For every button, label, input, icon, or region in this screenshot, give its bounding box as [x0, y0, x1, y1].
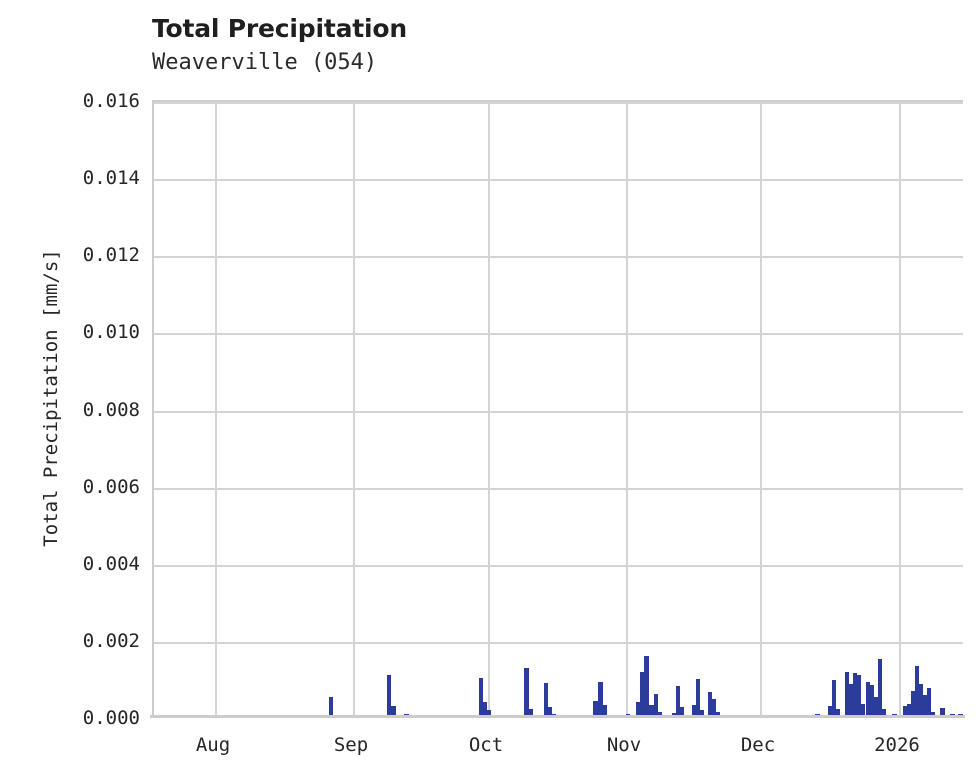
bar — [544, 683, 548, 717]
bar — [483, 701, 487, 717]
bar — [940, 707, 945, 717]
y-axis-tick-label: 0.006 — [82, 475, 140, 498]
gridline-horizontal — [154, 564, 963, 567]
chart-title: Total Precipitation — [152, 14, 407, 43]
x-axis-tick-label: Dec — [740, 734, 776, 756]
y-axis-tick-label: 0.004 — [82, 552, 140, 575]
x-axis-tick-label: 2026 — [874, 734, 920, 756]
gridline-vertical — [626, 102, 628, 717]
bar — [861, 703, 865, 717]
bar — [828, 706, 832, 717]
bar — [836, 709, 840, 717]
bar — [676, 686, 680, 717]
bar — [832, 679, 836, 717]
bar — [391, 706, 396, 717]
bar — [878, 659, 882, 717]
bar — [927, 688, 931, 717]
gridline-vertical — [760, 102, 762, 717]
bar — [857, 675, 861, 717]
gridline-horizontal — [154, 333, 963, 336]
gridline-horizontal — [154, 410, 963, 413]
bar — [708, 691, 712, 717]
plot-area — [152, 100, 963, 717]
bar — [845, 671, 849, 717]
bar — [931, 711, 935, 717]
bar — [712, 699, 716, 717]
y-axis-tick-label: 0.016 — [82, 90, 140, 112]
bar — [915, 666, 919, 717]
bar — [658, 712, 662, 717]
bar — [548, 706, 552, 717]
bar — [907, 703, 911, 717]
gridline-vertical — [215, 102, 217, 717]
bar — [919, 683, 923, 717]
bar — [603, 705, 607, 717]
gridline-vertical — [899, 102, 901, 717]
bar — [700, 710, 704, 717]
bar — [479, 677, 483, 717]
bar — [649, 705, 654, 717]
bar — [849, 684, 853, 717]
bar — [487, 710, 491, 717]
bar — [853, 673, 857, 717]
gridline-horizontal — [154, 179, 963, 182]
bar — [870, 685, 874, 717]
bar — [593, 700, 598, 717]
bar — [524, 668, 529, 717]
bar — [696, 679, 700, 717]
bar — [874, 696, 878, 717]
bar — [923, 694, 927, 717]
bar — [903, 706, 907, 717]
x-axis-tick-label: Oct — [468, 734, 504, 756]
x-axis-tick-label: Nov — [606, 734, 642, 756]
y-axis-tick-label: 0.012 — [82, 244, 140, 267]
x-axis-tick-label: Sep — [333, 734, 369, 756]
y-axis-tick-label: 0.008 — [82, 398, 140, 421]
gridline-vertical — [488, 102, 490, 717]
gridline-vertical — [353, 102, 355, 717]
bar — [329, 696, 333, 717]
bar — [866, 682, 870, 717]
y-axis-tick-label: 0.000 — [82, 707, 140, 729]
bar — [636, 701, 640, 717]
bar — [692, 705, 696, 717]
bar — [640, 672, 644, 717]
bar-series — [154, 102, 963, 717]
gridline-horizontal — [154, 102, 963, 104]
chart-subtitle: Weaverville (054) — [152, 50, 378, 75]
y-axis-tick-label: 0.002 — [82, 629, 140, 652]
y-axis-tick-labels: 0.016 0.014 0.012 0.010 0.008 0.006 0.004 0.002… — [12, 90, 140, 729]
bar — [387, 674, 391, 717]
x-axis-line — [150, 715, 965, 718]
bar — [716, 711, 720, 717]
gridline-horizontal — [154, 487, 963, 490]
gridline-horizontal — [154, 641, 963, 644]
bar — [911, 690, 915, 717]
gridline-horizontal — [154, 256, 963, 259]
bar — [882, 708, 886, 717]
bar — [680, 706, 684, 717]
bar — [654, 693, 658, 717]
bar — [598, 682, 603, 717]
bar — [529, 708, 533, 717]
y-axis-tick-label: 0.010 — [82, 321, 140, 344]
x-axis-tick-label: Aug — [195, 734, 231, 756]
bar — [644, 656, 649, 717]
y-axis-tick-label: 0.014 — [82, 167, 140, 190]
